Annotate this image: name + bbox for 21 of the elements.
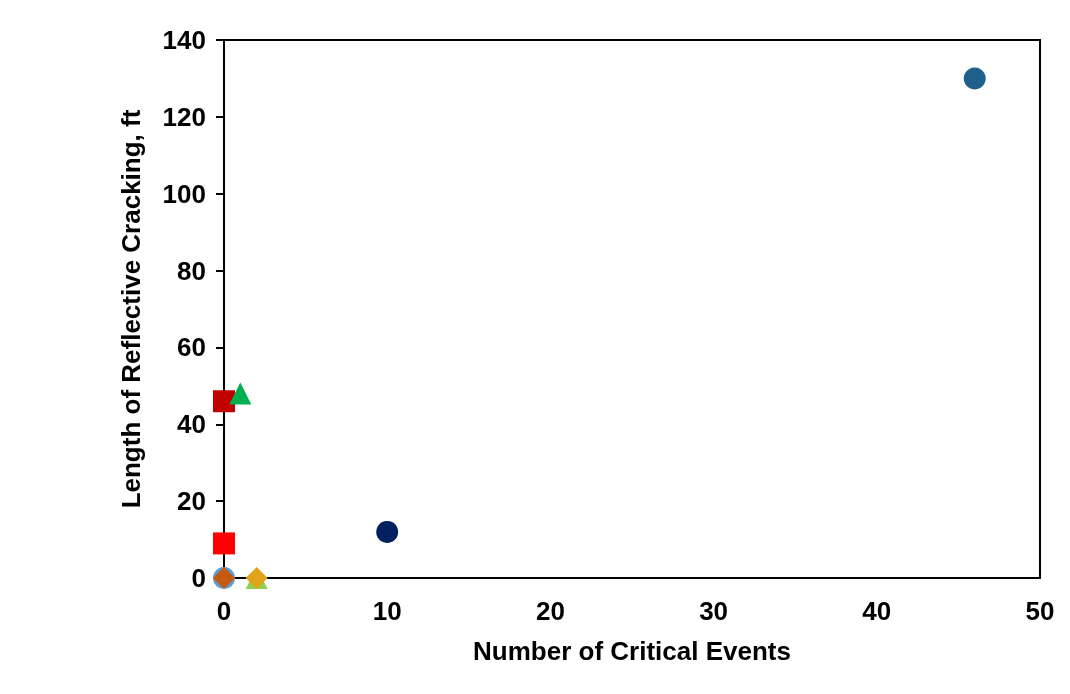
x-tick-label: 30 (699, 596, 729, 626)
point (376, 520, 399, 543)
x-tick-label: 0 (216, 596, 232, 626)
x-tick-label: 50 (1025, 596, 1055, 626)
y-tick-label: 40 (177, 409, 206, 440)
x-tick-label: 10 (372, 596, 402, 626)
y-tick-label: 140 (162, 25, 206, 55)
y-tick-label: 60 (177, 332, 206, 363)
y-axis-title: Length of Reflective Cracking, ft (116, 109, 146, 509)
point (229, 382, 252, 405)
point (213, 390, 235, 413)
point (213, 532, 235, 555)
x-tick-label: 20 (535, 596, 565, 626)
y-tick-label: 20 (177, 486, 206, 517)
x-tick-label: 40 (862, 596, 892, 626)
y-tick-label: 100 (162, 178, 206, 209)
y-tick-label: 120 (162, 101, 206, 132)
x-axis-title: Number of Critical Events (473, 636, 791, 666)
y-tick-label: 0 (191, 563, 206, 593)
point (963, 67, 986, 90)
y-tick-label: 80 (177, 255, 206, 286)
